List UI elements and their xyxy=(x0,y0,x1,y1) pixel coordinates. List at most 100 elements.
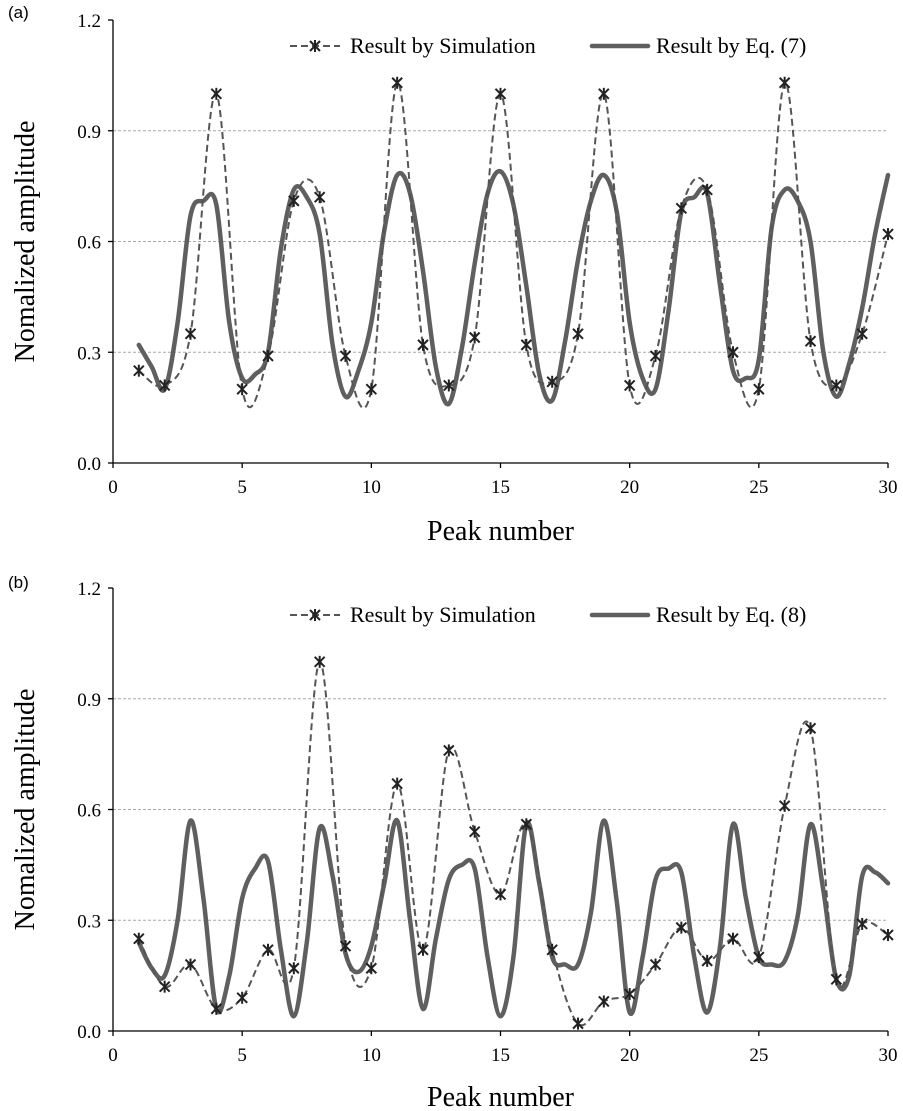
x-tick-label: 25 xyxy=(749,1045,768,1066)
data-point-simulation xyxy=(649,958,662,971)
data-point-simulation xyxy=(572,1017,584,1030)
data-point-simulation xyxy=(133,364,145,377)
legend-marker-simulation xyxy=(309,40,321,52)
data-point-simulation xyxy=(856,917,868,930)
x-tick-label: 20 xyxy=(620,477,639,498)
data-point-simulation xyxy=(417,338,429,351)
data-point-simulation xyxy=(158,379,171,392)
data-point-simulation xyxy=(598,87,610,100)
data-point-simulation xyxy=(701,954,713,967)
legend-label-simulation: Result by Simulation xyxy=(350,33,536,58)
data-point-simulation xyxy=(468,825,481,838)
y-tick-label: 0.0 xyxy=(77,454,101,475)
chart-panel-a: (a) 0.0 0.3 0.6 0.9 1.2 0 5 10 15 20 25 30 Peak numbe… xyxy=(8,3,898,547)
x-axis-title: Peak number xyxy=(427,516,575,547)
data-point-simulation xyxy=(313,655,326,668)
y-tick-label: 0.6 xyxy=(77,801,101,822)
panel-label: (b) xyxy=(8,573,29,592)
data-point-simulation xyxy=(623,379,636,392)
y-tick-label: 0.3 xyxy=(77,343,101,364)
data-point-simulation xyxy=(649,349,662,362)
data-point-simulation xyxy=(546,375,558,388)
x-tick-label: 30 xyxy=(879,477,898,498)
data-point-simulation xyxy=(494,87,507,100)
data-point-simulation xyxy=(830,379,843,392)
data-point-simulation xyxy=(210,1002,223,1015)
x-tick-label: 10 xyxy=(362,1045,381,1066)
x-tick-label: 0 xyxy=(108,477,118,498)
data-point-simulation xyxy=(546,943,558,956)
data-point-simulation xyxy=(598,995,610,1008)
data-point-simulation xyxy=(572,327,584,340)
y-axis-title: Nomalized amplitude xyxy=(10,689,41,931)
data-point-simulation xyxy=(262,349,274,362)
data-point-simulation xyxy=(778,799,791,812)
data-point-simulation xyxy=(520,338,533,351)
series-line-simulation xyxy=(138,81,889,409)
data-point-simulation xyxy=(494,888,507,901)
x-tick-label: 30 xyxy=(879,1045,898,1066)
data-point-simulation xyxy=(468,331,481,344)
data-point-simulation xyxy=(391,777,403,790)
data-point-simulation xyxy=(623,988,636,1001)
y-tick-label: 1.2 xyxy=(77,11,101,32)
y-tick-label: 0.6 xyxy=(77,233,101,254)
data-point-simulation xyxy=(365,383,378,396)
data-point-simulation xyxy=(365,962,378,975)
y-tick-label: 0.9 xyxy=(77,690,101,711)
data-point-simulation xyxy=(882,228,894,241)
data-point-simulation xyxy=(184,327,197,340)
data-point-simulation xyxy=(753,383,765,396)
x-axis-title: Peak number xyxy=(427,1082,575,1111)
x-tick-label: 25 xyxy=(749,477,768,498)
data-point-simulation xyxy=(391,76,403,89)
data-point-simulation xyxy=(701,183,713,196)
y-tick-label: 0.3 xyxy=(77,911,101,932)
data-point-simulation xyxy=(804,722,817,735)
legend: Result by Simulation Result by Eq. (8) xyxy=(290,602,806,627)
data-point-simulation xyxy=(236,383,248,396)
data-point-simulation xyxy=(830,973,843,986)
legend-label-simulation: Result by Simulation xyxy=(350,602,536,627)
data-point-simulation xyxy=(675,202,688,215)
data-point-simulation xyxy=(288,962,300,975)
y-tick-label: 0.9 xyxy=(77,122,101,143)
data-point-simulation xyxy=(443,744,455,757)
data-point-simulation xyxy=(778,76,791,89)
data-point-simulation xyxy=(856,327,868,340)
legend-marker-simulation xyxy=(309,609,321,621)
data-point-simulation xyxy=(753,951,765,964)
legend: Result by Simulation Result by Eq. (7) xyxy=(290,33,806,58)
chart-panel-b: (b) 0.0 0.3 0.6 0.9 1.2 0 5 10 15 20 25 30 Peak numbe… xyxy=(8,573,898,1111)
legend-label-equation: Result by Eq. (7) xyxy=(656,33,806,58)
data-point-simulation xyxy=(804,335,817,348)
data-point-simulation xyxy=(288,194,300,207)
data-point-simulation xyxy=(520,818,533,831)
data-point-simulation xyxy=(339,940,352,953)
data-point-simulation xyxy=(675,921,688,934)
data-point-simulation xyxy=(262,943,274,956)
data-point-simulation xyxy=(184,958,197,971)
x-tick-label: 20 xyxy=(620,1045,639,1066)
data-point-simulation xyxy=(727,346,739,359)
legend-label-equation: Result by Eq. (8) xyxy=(656,602,806,627)
y-axis-title: Nomalized amplitude xyxy=(10,121,41,363)
series-line-equation xyxy=(136,168,891,407)
x-tick-label: 15 xyxy=(491,477,510,498)
y-tick-label: 1.2 xyxy=(77,579,101,600)
data-point-simulation xyxy=(443,379,455,392)
series-line-equation xyxy=(136,818,891,1019)
data-point-simulation xyxy=(339,349,352,362)
data-point-simulation xyxy=(882,929,894,942)
data-point-simulation xyxy=(133,932,145,945)
series-line-simulation xyxy=(137,660,889,1027)
x-tick-label: 10 xyxy=(362,477,381,498)
data-point-simulation xyxy=(727,932,739,945)
x-tick-label: 5 xyxy=(237,1045,247,1066)
x-tick-label: 5 xyxy=(237,477,247,498)
data-point-simulation xyxy=(236,991,248,1004)
data-point-simulation xyxy=(313,191,326,204)
x-tick-label: 15 xyxy=(491,1045,510,1066)
y-tick-label: 0.0 xyxy=(77,1022,101,1043)
